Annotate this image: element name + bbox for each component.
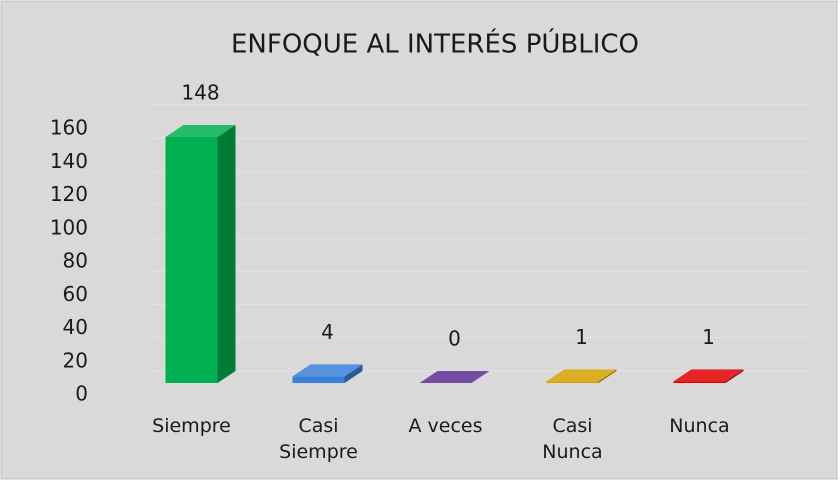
bar-top bbox=[546, 369, 617, 382]
bar bbox=[546, 369, 617, 383]
y-tick-label: 120 bbox=[50, 182, 88, 206]
x-tick-label: Nunca bbox=[669, 415, 730, 437]
data-label: 1 bbox=[575, 325, 588, 349]
x-tick-label: A veces bbox=[408, 415, 483, 437]
bar-top bbox=[673, 369, 744, 382]
y-tick-label: 0 bbox=[75, 382, 88, 406]
bar bbox=[419, 371, 490, 383]
bar-side bbox=[725, 369, 744, 383]
bar-side bbox=[344, 364, 363, 383]
x-tick-label: Casi Nunca bbox=[542, 415, 603, 463]
y-tick-label: 160 bbox=[50, 116, 88, 140]
y-tick-label: 60 bbox=[63, 282, 88, 306]
bar-top bbox=[165, 124, 236, 137]
bar-front bbox=[292, 376, 345, 383]
bar bbox=[292, 364, 363, 383]
y-tick-label: 140 bbox=[50, 149, 88, 173]
data-label: 1 bbox=[702, 325, 715, 349]
bar bbox=[165, 124, 236, 383]
bar-front bbox=[546, 381, 599, 383]
data-label: 148 bbox=[181, 80, 219, 104]
bar bbox=[673, 369, 744, 383]
y-tick-label: 20 bbox=[63, 348, 88, 372]
bar-top bbox=[292, 364, 363, 377]
chart-title: ENFOQUE AL INTERÉS PÚBLICO bbox=[231, 28, 639, 60]
y-tick-label: 40 bbox=[63, 315, 88, 339]
bar-side bbox=[217, 124, 236, 383]
y-tick-label: 100 bbox=[50, 215, 88, 239]
bar-top bbox=[419, 371, 490, 383]
bar-side bbox=[598, 369, 617, 383]
bar-front bbox=[673, 381, 726, 383]
data-label: 4 bbox=[321, 320, 334, 344]
x-tick-label: Casi Siempre bbox=[279, 415, 358, 463]
x-tick-label: Siempre bbox=[152, 415, 231, 437]
bar-front bbox=[165, 136, 218, 383]
y-tick-label: 80 bbox=[63, 249, 88, 273]
data-label: 0 bbox=[448, 327, 461, 351]
